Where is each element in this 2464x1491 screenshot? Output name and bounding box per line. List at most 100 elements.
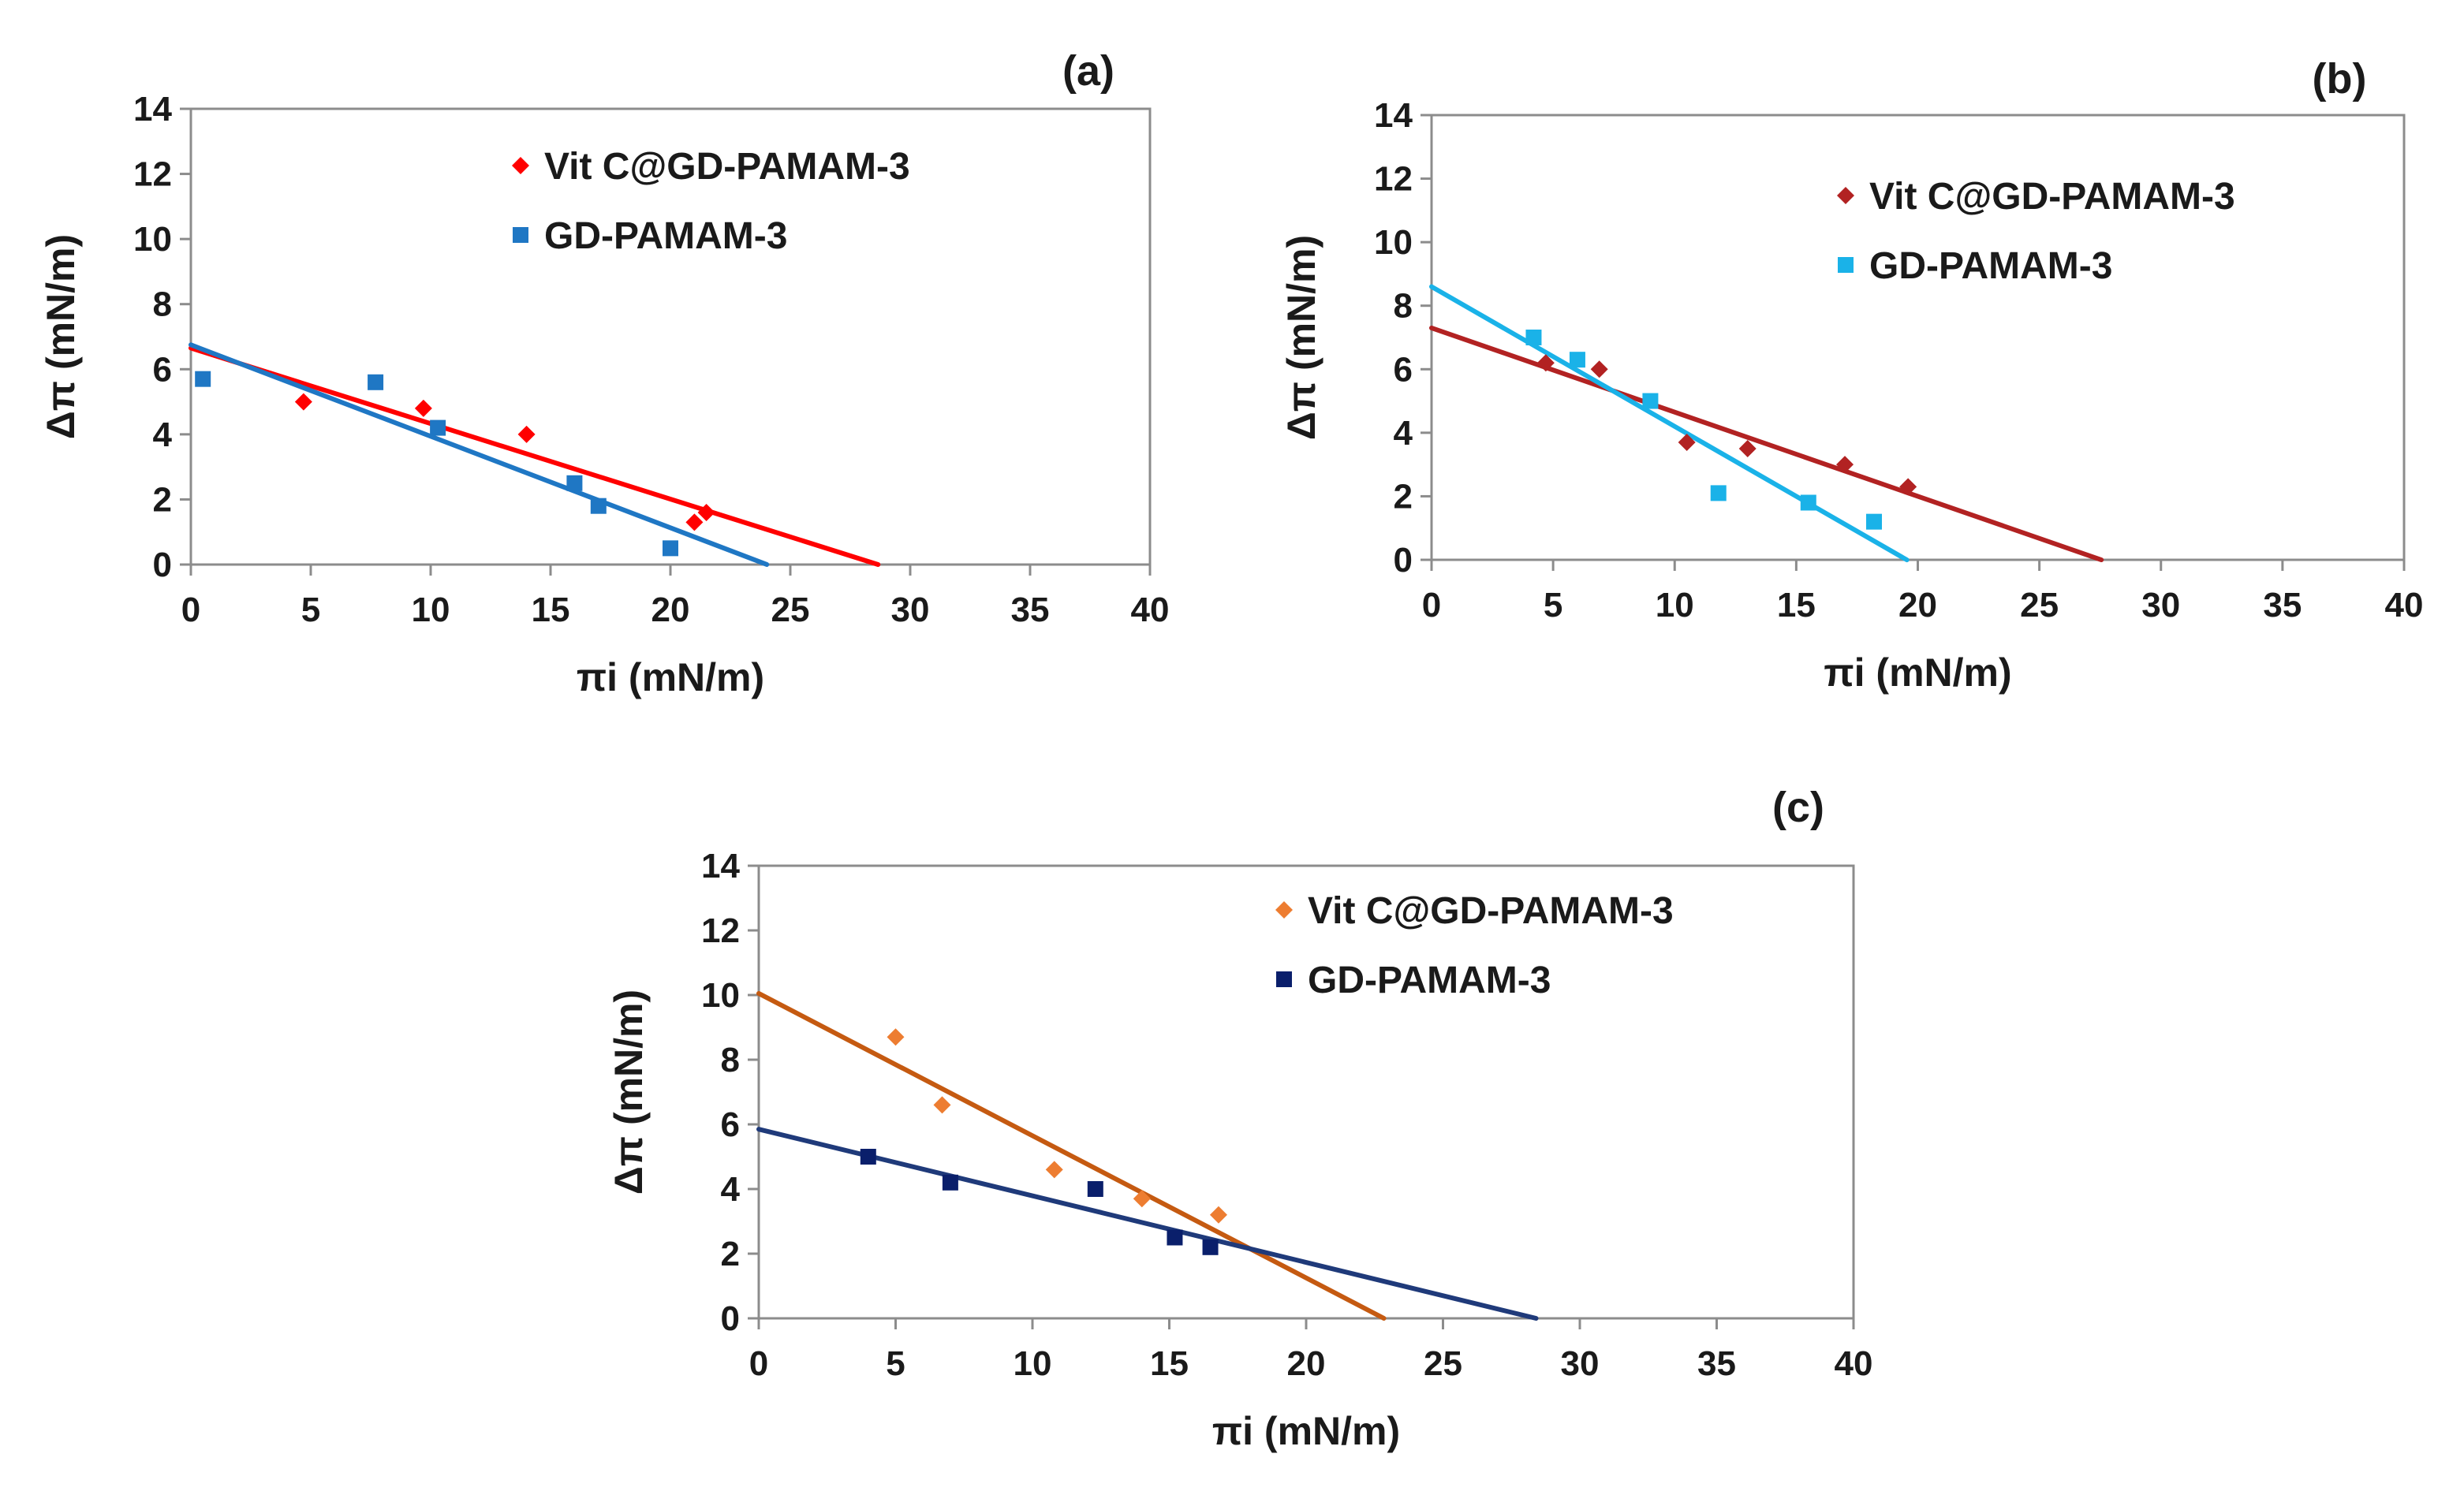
panel-label: (c) (1772, 784, 1824, 831)
y-tick-label: 0 (1394, 541, 1413, 580)
x-tick-label: 5 (1544, 586, 1562, 624)
y-tick-label: 10 (1374, 223, 1413, 262)
data-point-series-2 (1569, 352, 1585, 368)
x-tick-label: 40 (1131, 591, 1170, 629)
chart-panel-a: 0 2 4 6 8 10 12 14 0 5 10 15 20 25 30 35 40 πi (mN/m) Δπ (… (39, 47, 1169, 699)
y-tick-label: 8 (1394, 287, 1413, 326)
data-point-series-2 (663, 540, 678, 557)
y-tick-label: 2 (1394, 477, 1413, 516)
y-tick-label: 2 (721, 1235, 740, 1273)
y-tick-label: 6 (153, 350, 172, 389)
data-point-series-1 (685, 513, 704, 531)
data-point-series-1 (1045, 1161, 1063, 1179)
y-tick-label: 0 (153, 546, 172, 584)
legend-label-series-2: GD-PAMAM-3 (1308, 960, 1551, 1001)
data-point-series-2 (1710, 485, 1727, 501)
data-point-series-1 (414, 399, 432, 417)
x-tick-label: 10 (1656, 586, 1694, 624)
data-point-series-2 (1167, 1229, 1183, 1246)
y-tick-label: 12 (133, 155, 172, 194)
data-point-series-1 (1133, 1190, 1151, 1208)
x-axis-title: πi (mN/m) (577, 655, 764, 699)
data-point-series-2 (1087, 1181, 1103, 1197)
data-point-series-2 (430, 419, 446, 436)
x-tick-label: 15 (532, 591, 570, 629)
data-point-series-2 (1202, 1239, 1219, 1255)
x-axis-title: πi (mN/m) (1824, 650, 2011, 695)
x-tick-label: 35 (2263, 586, 2302, 624)
data-point-series-2 (1525, 330, 1542, 345)
data-point-series-1 (887, 1028, 905, 1046)
x-tick-label: 30 (1561, 1344, 1600, 1383)
x-tick-label: 20 (651, 591, 690, 629)
data-point-series-1 (1590, 360, 1608, 378)
data-point-series-2 (1866, 513, 1883, 530)
legend-label-series-1: Vit C@GD-PAMAM-3 (1308, 890, 1674, 932)
trendline-series-2 (756, 1127, 1539, 1321)
y-tick-label: 12 (701, 911, 740, 950)
x-tick-label: 20 (1898, 586, 1937, 624)
y-tick-label: 0 (721, 1299, 740, 1338)
legend-label-series-1: Vit C@GD-PAMAM-3 (1869, 176, 2235, 218)
data-point-series-1 (1536, 354, 1555, 372)
data-point-series-2 (566, 475, 583, 491)
data-point-series-2 (942, 1174, 958, 1191)
legend-marker-series-1 (1275, 901, 1293, 919)
trendline-series-1 (756, 990, 1387, 1321)
data-point-series-2 (1642, 393, 1659, 409)
data-point-series-2 (590, 498, 607, 514)
data-point-series-2 (860, 1149, 876, 1165)
legend-marker-series-1 (1837, 187, 1854, 204)
x-tick-label: 20 (1287, 1344, 1326, 1383)
trendline-series-1 (1429, 325, 2104, 563)
trendline-series-2 (1429, 284, 1910, 563)
panel-label: (a) (1062, 47, 1114, 95)
x-tick-label: 0 (749, 1344, 768, 1383)
y-axis-title: Δπ (mN/m) (607, 990, 651, 1195)
y-tick-label: 12 (1374, 160, 1413, 199)
x-tick-label: 5 (301, 591, 320, 629)
y-axis-title: Δπ (mN/m) (39, 234, 83, 439)
chart-panel-c: 0 2 4 6 8 10 12 14 0 5 10 15 20 25 30 35 40 πi (mN/m) Δπ (… (607, 784, 1872, 1453)
data-point-series-2 (368, 374, 384, 390)
legend-label-series-1: Vit C@GD-PAMAM-3 (544, 146, 910, 188)
x-tick-label: 5 (886, 1344, 905, 1383)
y-tick-label: 8 (721, 1041, 740, 1079)
y-tick-label: 14 (1374, 96, 1413, 135)
data-point-series-1 (1209, 1206, 1227, 1224)
y-tick-label: 10 (133, 220, 172, 259)
x-tick-label: 35 (1697, 1344, 1736, 1383)
data-point-series-1 (1836, 456, 1854, 474)
y-axis-title: Δπ (mN/m) (1279, 235, 1323, 440)
chart-panel-b: 0 2 4 6 8 10 12 14 0 5 10 15 20 25 30 35 40 πi (mN/m) Δπ (… (1279, 55, 2423, 695)
x-tick-label: 40 (2385, 586, 2424, 624)
y-tick-label: 14 (133, 90, 172, 129)
y-tick-label: 4 (721, 1170, 741, 1209)
y-tick-label: 8 (153, 285, 172, 324)
trendline-series-2 (189, 342, 770, 567)
y-tick-label: 4 (153, 416, 173, 454)
data-point-series-1 (294, 393, 312, 411)
data-point-series-1 (933, 1096, 951, 1114)
data-point-series-1 (1899, 478, 1917, 496)
data-point-series-1 (1678, 433, 1696, 451)
x-tick-label: 40 (1835, 1344, 1873, 1383)
x-tick-label: 10 (412, 591, 450, 629)
x-tick-label: 15 (1777, 586, 1816, 624)
data-point-series-1 (697, 503, 715, 521)
x-tick-label: 25 (2020, 586, 2059, 624)
legend-marker-series-2 (1276, 971, 1292, 987)
panel-label: (b) (2313, 55, 2367, 103)
y-tick-label: 6 (1394, 350, 1413, 389)
x-tick-label: 35 (1011, 591, 1050, 629)
data-point-series-1 (517, 425, 536, 443)
legend-marker-series-1 (512, 157, 529, 174)
y-tick-label: 14 (701, 847, 740, 885)
legend-marker-series-2 (513, 227, 528, 243)
x-axis-title: πi (mN/m) (1212, 1409, 1400, 1453)
x-tick-label: 25 (771, 591, 810, 629)
data-point-series-1 (1738, 440, 1757, 457)
data-point-series-2 (195, 371, 211, 387)
y-tick-label: 2 (153, 480, 172, 519)
x-tick-label: 0 (181, 591, 200, 629)
